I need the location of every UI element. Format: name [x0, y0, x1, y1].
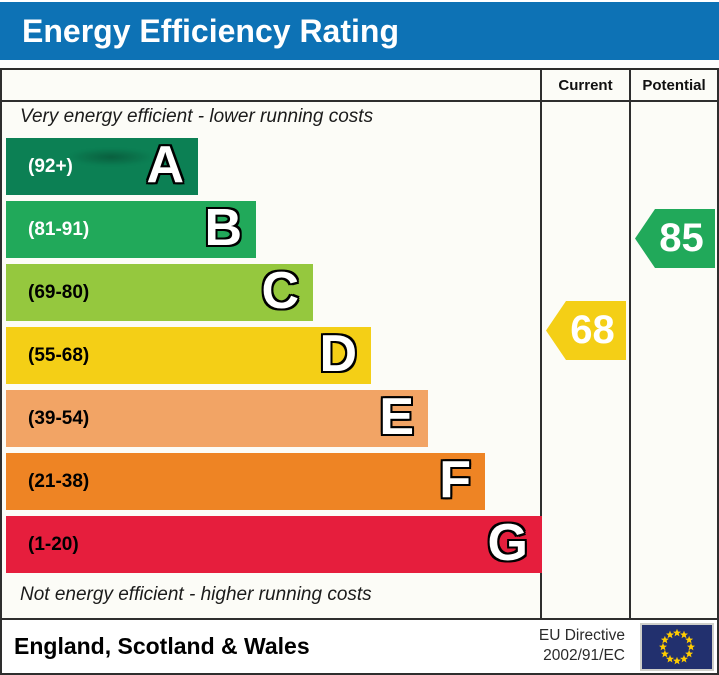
band-letter: B: [204, 199, 242, 258]
rating-table: Current Potential Very energy efficient …: [0, 68, 719, 675]
column-divider-potential: [629, 70, 631, 618]
band-letter: G: [487, 514, 528, 573]
column-header-current: Current: [558, 77, 613, 94]
band-range-label: (21-38): [28, 470, 90, 492]
header-row-border: [2, 100, 717, 102]
eu-directive-text: EU Directive 2002/91/EC: [539, 626, 625, 666]
title-bar: Energy Efficiency Rating: [0, 2, 719, 60]
current-rating-arrow: 68: [546, 301, 626, 360]
caption-very-efficient: Very energy efficient - lower running co…: [20, 106, 374, 127]
band-E: (39-54) E: [6, 388, 428, 447]
eu-flag: [640, 623, 714, 671]
band-range-label: (69-80): [28, 281, 90, 303]
potential-rating-value: 85: [659, 216, 704, 260]
footer: England, Scotland & Wales EU Directive 2…: [2, 620, 717, 673]
band-B: (81-91) B: [6, 199, 256, 258]
band-letter: D: [319, 325, 357, 384]
band-letter: A: [146, 136, 184, 195]
band-range-label: (92+): [28, 155, 73, 177]
scan-artifact: [68, 148, 154, 166]
eu-directive-line2: 2002/91/EC: [543, 647, 625, 664]
eu-flag-stars: [642, 625, 712, 669]
band-range-label: (1-20): [28, 533, 79, 555]
region-label: England, Scotland & Wales: [14, 633, 310, 659]
band-range-label: (81-91): [28, 218, 90, 240]
band-G: (1-20) G: [6, 514, 542, 573]
caption-not-efficient: Not energy efficient - higher running co…: [20, 584, 372, 605]
band-A: (92+) A: [6, 136, 198, 195]
page-title: Energy Efficiency Rating: [22, 13, 399, 49]
band-range-label: (39-54): [28, 407, 90, 429]
band-letter: C: [261, 262, 299, 321]
band-F: (21-38) F: [6, 451, 485, 510]
current-rating-value: 68: [570, 308, 615, 352]
column-divider-current: [540, 70, 542, 618]
band-letter: F: [439, 451, 471, 510]
band-C: (69-80) C: [6, 262, 313, 321]
band-range-label: (55-68): [28, 344, 90, 366]
column-header-potential: Potential: [642, 77, 706, 94]
potential-rating-arrow: 85: [635, 209, 715, 268]
band-D: (55-68) D: [6, 325, 371, 384]
band-letter: E: [379, 388, 414, 447]
footer-border: [2, 618, 717, 620]
eu-directive-line1: EU Directive: [538, 627, 625, 644]
